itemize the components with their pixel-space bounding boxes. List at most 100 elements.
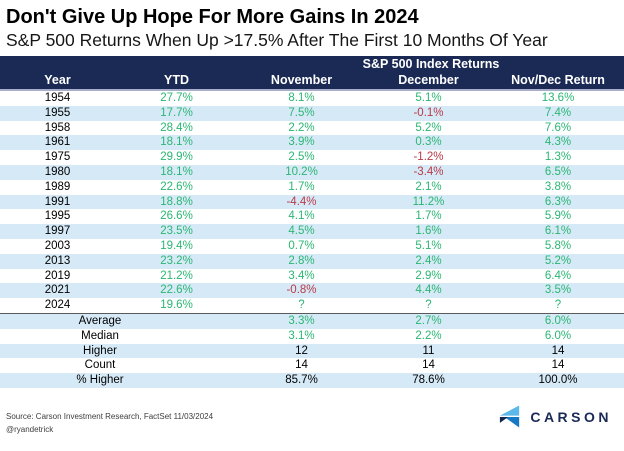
summary-label-spacer	[200, 358, 238, 373]
summary-cell-novdec: 14	[551, 344, 565, 357]
summary-label-spacer	[200, 344, 238, 359]
cell-november: 0.7%	[288, 239, 315, 252]
table-row: 1995 26.6% 4.1% 1.7% 5.9%	[0, 209, 624, 224]
cell-year: 1991	[44, 195, 71, 208]
carson-logo-icon	[500, 405, 520, 428]
cell-year: 2013	[44, 254, 71, 267]
cell-december: ?	[425, 299, 432, 312]
table-row: 1954 27.7% 8.1% 5.1% 13.6%	[0, 91, 624, 106]
table-row: 1980 18.1% 10.2% -3.4% 6.5%	[0, 164, 624, 180]
table-row: 1975 29.9% 2.5% -1.2% 1.3%	[0, 150, 624, 165]
summary-cell-november: 12	[295, 344, 308, 357]
cell-year: 1997	[44, 225, 71, 238]
cell-november: 2.2%	[288, 121, 315, 134]
cell-novdec: 7.4%	[544, 106, 572, 119]
cell-november: -4.4%	[286, 195, 317, 208]
summary-label: Count	[84, 359, 116, 372]
group-header-label: S&P 500 Index Returns	[362, 57, 500, 71]
cell-year: 1980	[44, 165, 71, 178]
cell-novdec: 3.5%	[544, 284, 572, 297]
table-row: 1997 23.5% 4.5% 1.6% 6.1%	[0, 224, 624, 239]
summary-cell-december: 2.7%	[415, 314, 442, 327]
summary-row: Count 14 14 14	[0, 358, 624, 373]
summary-body: Average 3.3% 2.7% 6.0% Median 3.1% 2.2% 6.0% Hig…	[0, 313, 624, 388]
table-row: 1961 18.1% 3.9% 0.3% 4.3%	[0, 135, 624, 151]
cell-november: 1.7%	[288, 180, 315, 193]
cell-november: 3.4%	[288, 269, 315, 282]
column-header: Nov/Dec Return	[511, 73, 605, 87]
table-row: 2013 23.2% 2.8% 2.4% 5.2%	[0, 253, 624, 269]
table-row: 1991 18.8% -4.4% 11.2% 6.3%	[0, 194, 624, 210]
page-title: Don't Give Up Hope For More Gains In 202…	[6, 6, 419, 28]
cell-novdec: 13.6%	[541, 92, 575, 104]
source-line: Source: Carson Investment Research, Fact…	[6, 412, 214, 421]
table-row: 2003 19.4% 0.7% 5.1% 5.8%	[0, 239, 624, 254]
summary-row: Median 3.1% 2.2% 6.0%	[0, 329, 624, 344]
cell-year: 1989	[44, 180, 71, 193]
summary-cell-december: 78.6%	[412, 374, 445, 387]
cell-december: -1.2%	[413, 151, 444, 164]
cell-november: 3.9%	[288, 136, 315, 149]
author-handle: @ryandetrick	[6, 425, 54, 434]
column-header: December	[398, 73, 459, 87]
cell-december: 1.7%	[415, 210, 442, 223]
cell-novdec: 5.9%	[544, 210, 572, 223]
summary-cell-november: 3.3%	[288, 314, 315, 327]
newsletter-chart-page: Don't Give Up Hope For More Gains In 202…	[0, 5, 624, 451]
carson-logo-text: CARSON	[530, 408, 612, 425]
cell-year: 1961	[44, 136, 71, 149]
cell-novdec: 1.3%	[544, 151, 572, 164]
summary-label-spacer	[200, 314, 238, 329]
cell-december: 2.4%	[415, 254, 442, 267]
cell-december: 11.2%	[412, 195, 445, 208]
summary-cell-november: 85.7%	[285, 374, 318, 387]
cell-novdec: 3.8%	[544, 180, 572, 193]
summary-cell-november: 14	[295, 359, 308, 372]
cell-november: 10.2%	[285, 165, 318, 178]
cell-ytd: 18.8%	[160, 195, 193, 208]
cell-december: 5.2%	[415, 121, 442, 134]
cell-december: 5.1%	[415, 239, 442, 252]
table-row: 2024 19.6%???	[0, 298, 624, 313]
cell-year: 1958	[44, 121, 71, 134]
cell-ytd: 27.7%	[160, 92, 193, 104]
cell-year: 2021	[44, 284, 71, 297]
column-header: YTD	[164, 73, 189, 87]
cell-novdec: 6.4%	[544, 269, 572, 282]
cell-november: 7.5%	[288, 106, 315, 119]
summary-row: Average 3.3% 2.7% 6.0%	[0, 313, 624, 329]
cell-ytd: 21.2%	[160, 269, 193, 282]
summary-cell-novdec: 100.0%	[538, 374, 578, 387]
source-note: Source: Carson Investment Research, Fact…	[6, 410, 213, 436]
cell-novdec: 6.3%	[544, 195, 572, 208]
cell-december: 1.6%	[415, 225, 442, 238]
cell-ytd: 28.4%	[160, 121, 193, 134]
summary-label-spacer	[200, 373, 238, 388]
carson-logo: CARSON	[499, 404, 612, 429]
cell-year: 1995	[44, 210, 71, 223]
cell-november: ?	[298, 299, 305, 312]
summary-cell-december: 14	[422, 359, 435, 372]
cell-december: -0.1%	[413, 106, 444, 119]
cell-december: -3.4%	[413, 165, 444, 178]
summary-label-spacer	[200, 329, 238, 344]
cell-novdec: 5.2%	[544, 254, 572, 267]
cell-novdec: ?	[554, 299, 562, 312]
cell-ytd: 26.6%	[160, 210, 193, 223]
summary-cell-december: 2.2%	[415, 329, 442, 342]
summary-divider	[0, 312, 624, 314]
group-header-spacer	[0, 56, 238, 72]
cell-year: 1954	[44, 92, 71, 104]
cell-novdec: 6.1%	[544, 225, 572, 238]
summary-cell-december: 11	[422, 344, 435, 357]
summary-cell-novdec: 6.0%	[544, 314, 572, 327]
table-row: 1955 17.7% 7.5% -0.1% 7.4%	[0, 105, 624, 121]
cell-december: 2.1%	[415, 180, 442, 193]
column-header-row: Year YTD November December Nov/Dec Return	[0, 72, 624, 91]
page-subtitle: S&P 500 Returns When Up >17.5% After The…	[6, 30, 548, 50]
cell-year: 2024	[44, 299, 71, 312]
cell-year: 2019	[44, 269, 71, 282]
cell-ytd: 17.7%	[160, 106, 193, 119]
summary-row: Higher 12 11 14	[0, 343, 624, 359]
summary-label: Higher	[83, 344, 117, 357]
